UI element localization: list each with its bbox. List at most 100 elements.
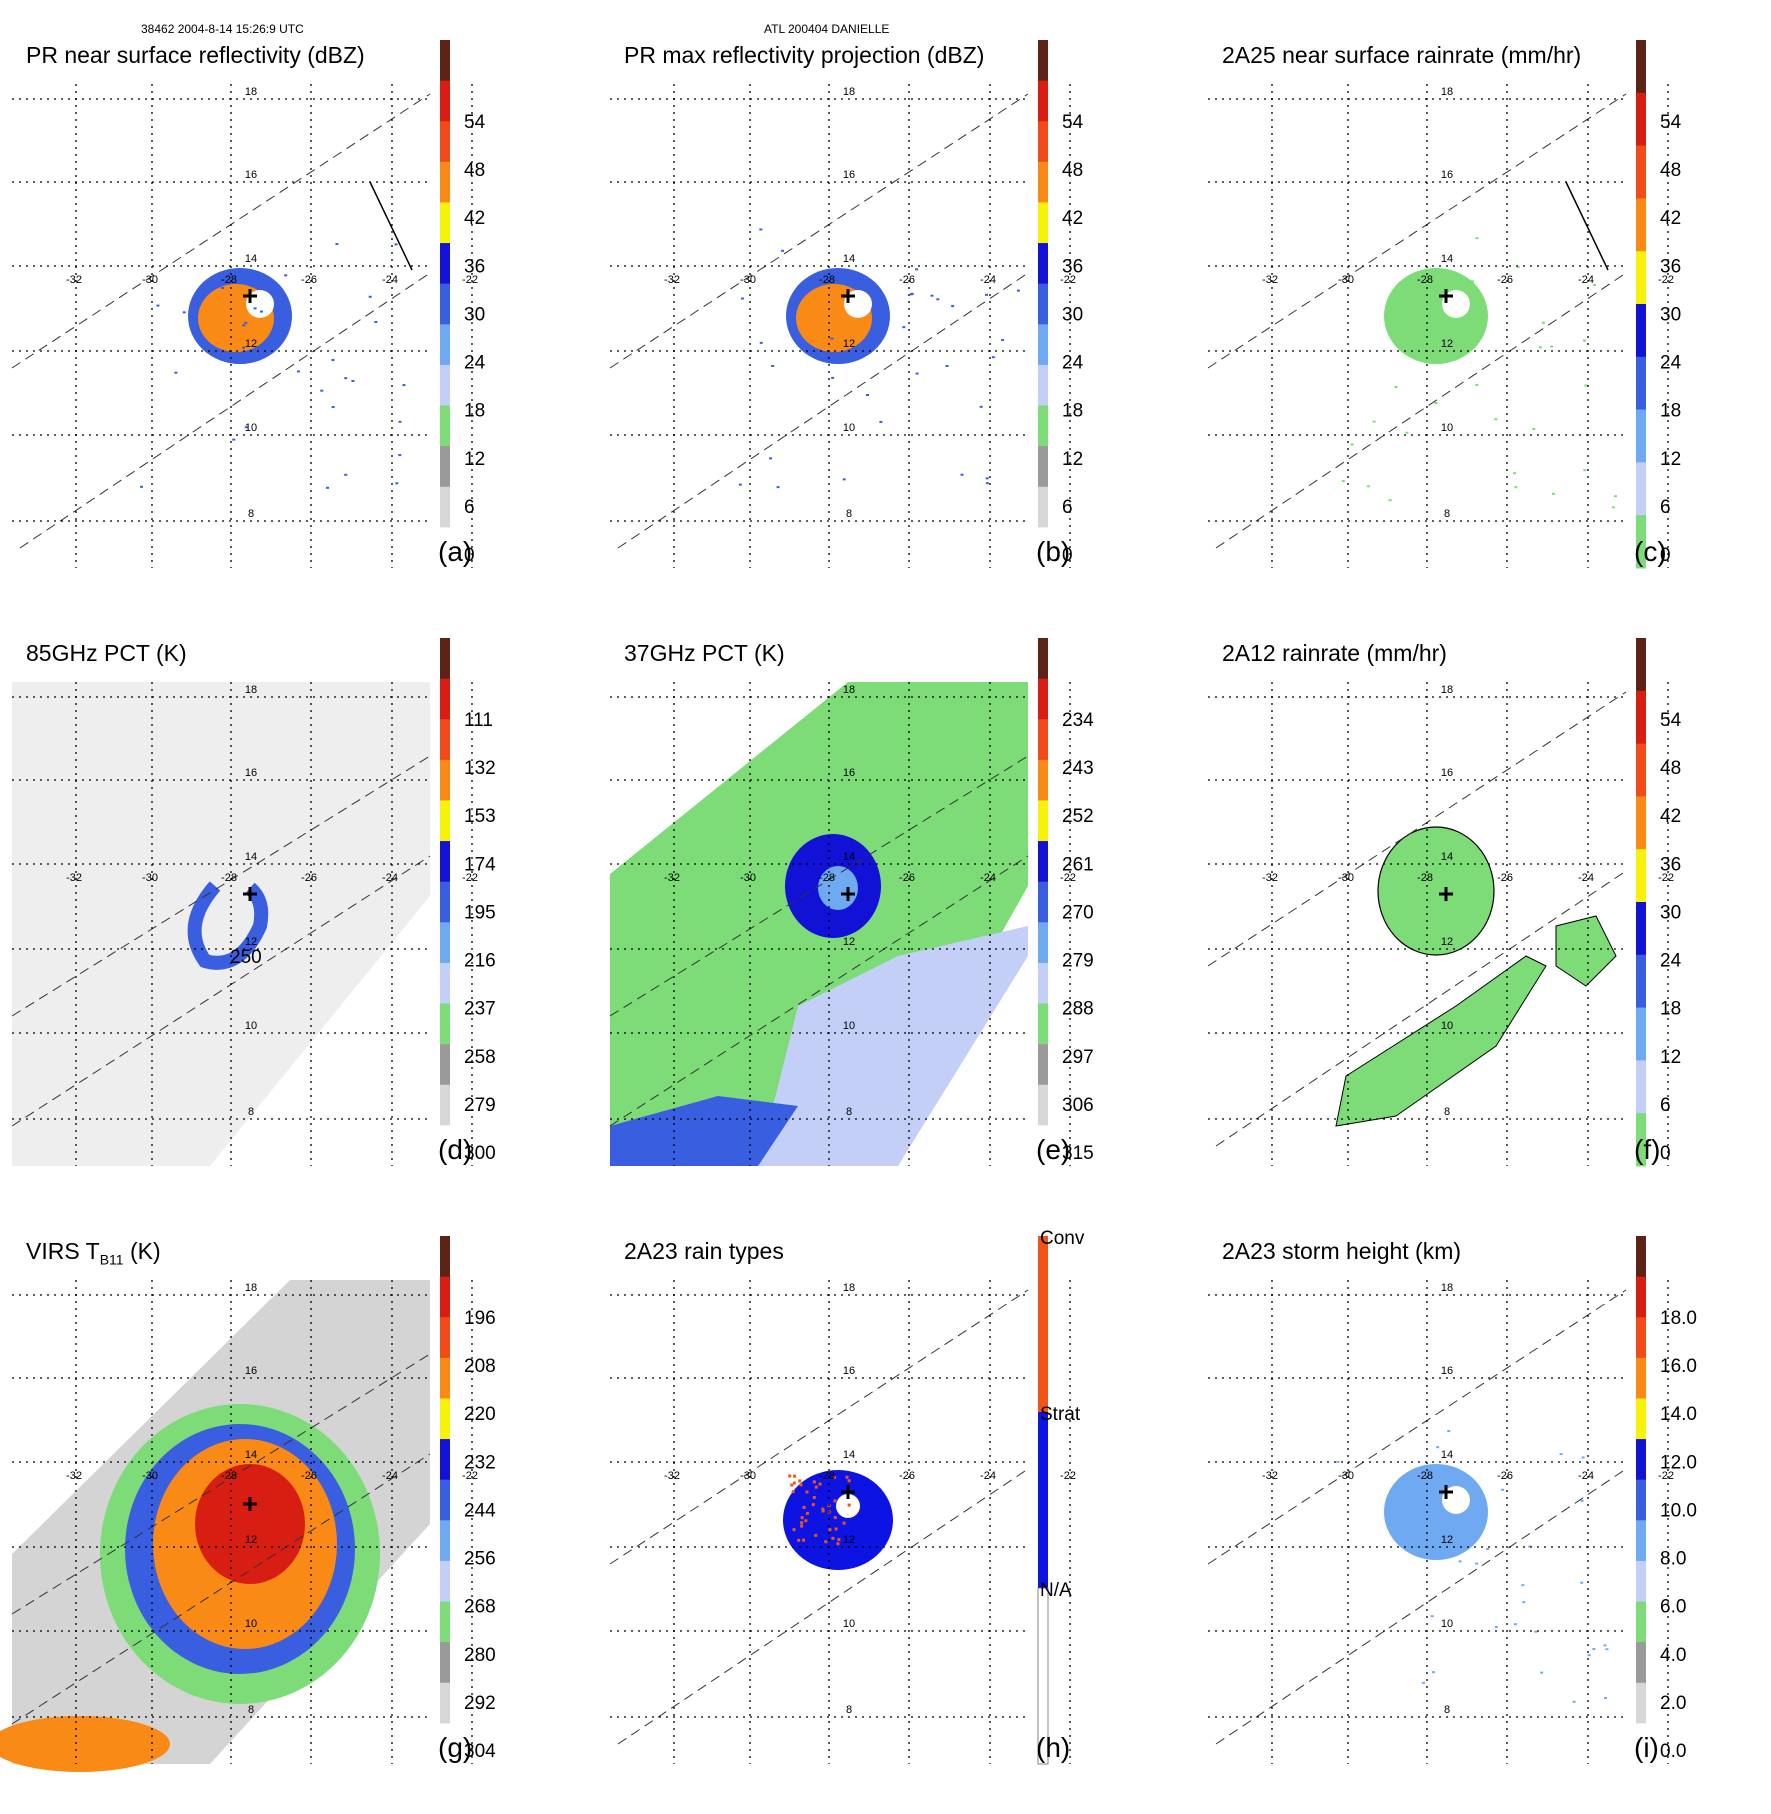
longitude-tick-label: -28 xyxy=(221,872,237,884)
colorbar-segment xyxy=(1038,243,1048,285)
rain-speck xyxy=(1393,1490,1397,1493)
colorbar-tick-label: 195 xyxy=(464,902,496,923)
colorbar-segment xyxy=(440,638,450,680)
orbit-info-header: 38462 2004-8-14 15:26:9 UTC xyxy=(141,22,304,36)
longitude-tick-label: -30 xyxy=(142,872,158,884)
colorbar-segment xyxy=(1038,800,1048,842)
panel-label: (c) xyxy=(1634,536,1667,567)
colorbar-segment xyxy=(1038,161,1048,203)
swath-edge-line xyxy=(617,272,1029,549)
colorbar-segment xyxy=(440,1682,450,1724)
storm-center-marker xyxy=(841,289,855,303)
latitude-tick-label: 8 xyxy=(1444,1704,1450,1716)
colorbar-segment xyxy=(440,1317,450,1359)
colorbar-tick-label: 12 xyxy=(1660,449,1681,470)
colorbar-segment xyxy=(440,1642,450,1684)
rain-speck xyxy=(776,486,780,489)
colorbar-tick-label: 24 xyxy=(1660,353,1682,374)
colorbar-segment xyxy=(1636,251,1646,305)
panel-a-plot: 18 16 14 12 10 8 -32 -30 -28 -26 -24 -22 54 48 42 36 30 2… xyxy=(11,40,486,569)
colorbar-segment xyxy=(1038,486,1048,528)
rain-speck xyxy=(1494,418,1498,421)
rain-speck xyxy=(1604,1697,1608,1700)
colorbar-tick-label: 54 xyxy=(1062,112,1084,133)
colorbar: 111 132 153 174 195 216 237 258 279 300 xyxy=(440,638,496,1167)
colorbar-segment xyxy=(440,759,450,801)
rain-speck xyxy=(781,249,785,252)
colorbar-tick-label: 292 xyxy=(464,1693,496,1714)
colorbar-segment xyxy=(1636,1007,1646,1061)
colorbar-segment xyxy=(440,1044,450,1086)
longitude-tick-label: -26 xyxy=(1497,1470,1513,1482)
colorbar-tick-label: 0 xyxy=(1660,1143,1671,1164)
colorbar-segment xyxy=(1636,849,1646,903)
colorbar-tick-label: 30 xyxy=(1660,304,1681,325)
colorbar-segment xyxy=(440,80,450,122)
colorbar-tick-label: 36 xyxy=(1062,256,1083,277)
longitude-tick-label: -32 xyxy=(1262,1470,1278,1482)
rain-speck xyxy=(1016,289,1020,292)
rain-speck xyxy=(1513,472,1517,475)
colorbar-tick-label: 279 xyxy=(464,1095,496,1116)
longitude-tick-label: -28 xyxy=(819,274,835,286)
colorbar-tick-label: 12 xyxy=(1062,449,1083,470)
colorbar-segment xyxy=(1636,304,1646,358)
latitude-tick-label: 16 xyxy=(1441,767,1453,779)
convective-pixel xyxy=(792,1481,796,1485)
map-layer: 18 16 14 12 10 8 -32 -30 -28 -26 -24 -22 xyxy=(0,1280,478,1772)
colorbar-segment xyxy=(1038,80,1048,122)
rain-speck xyxy=(1410,290,1414,293)
rain-speck xyxy=(951,305,955,308)
colorbar-tick-label: 54 xyxy=(1660,112,1682,133)
colorbar-segment xyxy=(1636,743,1646,797)
colorbar-segment xyxy=(1636,1560,1646,1603)
latitude-tick-label: 14 xyxy=(245,1449,257,1461)
rain-speck xyxy=(1572,1700,1576,1703)
rain-speck xyxy=(244,321,248,324)
latitude-tick-label: 12 xyxy=(1441,338,1453,350)
colorbar-tick-label: 244 xyxy=(464,1500,496,1521)
panel-f-2a12-rainrate: 18 16 14 12 10 8 -32 -30 -28 -26 -24 -22 54 48 42 36 30 2… xyxy=(1196,626,1771,1216)
longitude-tick-label: -32 xyxy=(1262,872,1278,884)
colorbar-tick-label: 42 xyxy=(1062,208,1083,229)
cloud-shield-core xyxy=(195,1464,305,1584)
rain-speck xyxy=(395,482,399,485)
colorbar-segment xyxy=(1038,121,1048,163)
colorbar-segment xyxy=(440,1723,450,1765)
longitude-tick-label: -28 xyxy=(1417,1470,1433,1482)
longitude-tick-label: -24 xyxy=(382,1470,398,1482)
rain-speck xyxy=(242,346,246,349)
latitude-tick-label: 16 xyxy=(245,169,257,181)
colorbar-segment xyxy=(1636,40,1646,94)
convective-pixel xyxy=(845,1475,849,1479)
rain-speck xyxy=(331,406,335,409)
colorbar-segment xyxy=(440,202,450,244)
latitude-tick-label: 12 xyxy=(1441,936,1453,948)
rain-speck xyxy=(374,321,378,324)
map-layer: 18 16 14 12 10 8 -32 -30 -28 -26 -24 -22 xyxy=(609,1280,1076,1764)
convective-pixel xyxy=(814,1485,818,1489)
rain-speck xyxy=(1513,1623,1517,1626)
colorbar: 196 208 220 232 244 256 268 280 292 304 xyxy=(440,1236,496,1765)
longitude-tick-label: -32 xyxy=(664,872,680,884)
longitude-tick-label: -32 xyxy=(664,274,680,286)
colorbar-tick-label: 6 xyxy=(1062,497,1073,518)
latitude-tick-label: 18 xyxy=(245,1282,257,1294)
map-layer: 18 16 14 12 10 8 -32 -30 -28 -26 -24 -22 xyxy=(11,84,478,568)
convective-pixel xyxy=(812,1496,816,1500)
panel-i-plot: 18 16 14 12 10 8 -32 -30 -28 -26 -24 -22 18.0 16.0 14.… xyxy=(1207,1236,1697,1765)
rain-speck xyxy=(1539,346,1543,349)
panel-title: 2A12 rainrate (mm/hr) xyxy=(1222,640,1447,666)
colorbar-segment xyxy=(440,1398,450,1440)
rain-speck xyxy=(1001,339,1005,342)
rain-speck xyxy=(253,307,257,310)
colorbar-segment xyxy=(440,324,450,366)
colorbar-segment xyxy=(440,121,450,163)
rain-speck xyxy=(902,326,906,329)
colorbar-tick-label: 234 xyxy=(1062,710,1094,731)
colorbar-segment xyxy=(1636,1236,1646,1278)
convective-pixel xyxy=(833,1475,837,1479)
panel-g-plot: 18 16 14 12 10 8 -32 -30 -28 -26 -24 -22 196 208 220 23… xyxy=(0,1236,496,1772)
longitude-tick-label: -28 xyxy=(1417,872,1433,884)
rain-speck xyxy=(1366,485,1370,488)
